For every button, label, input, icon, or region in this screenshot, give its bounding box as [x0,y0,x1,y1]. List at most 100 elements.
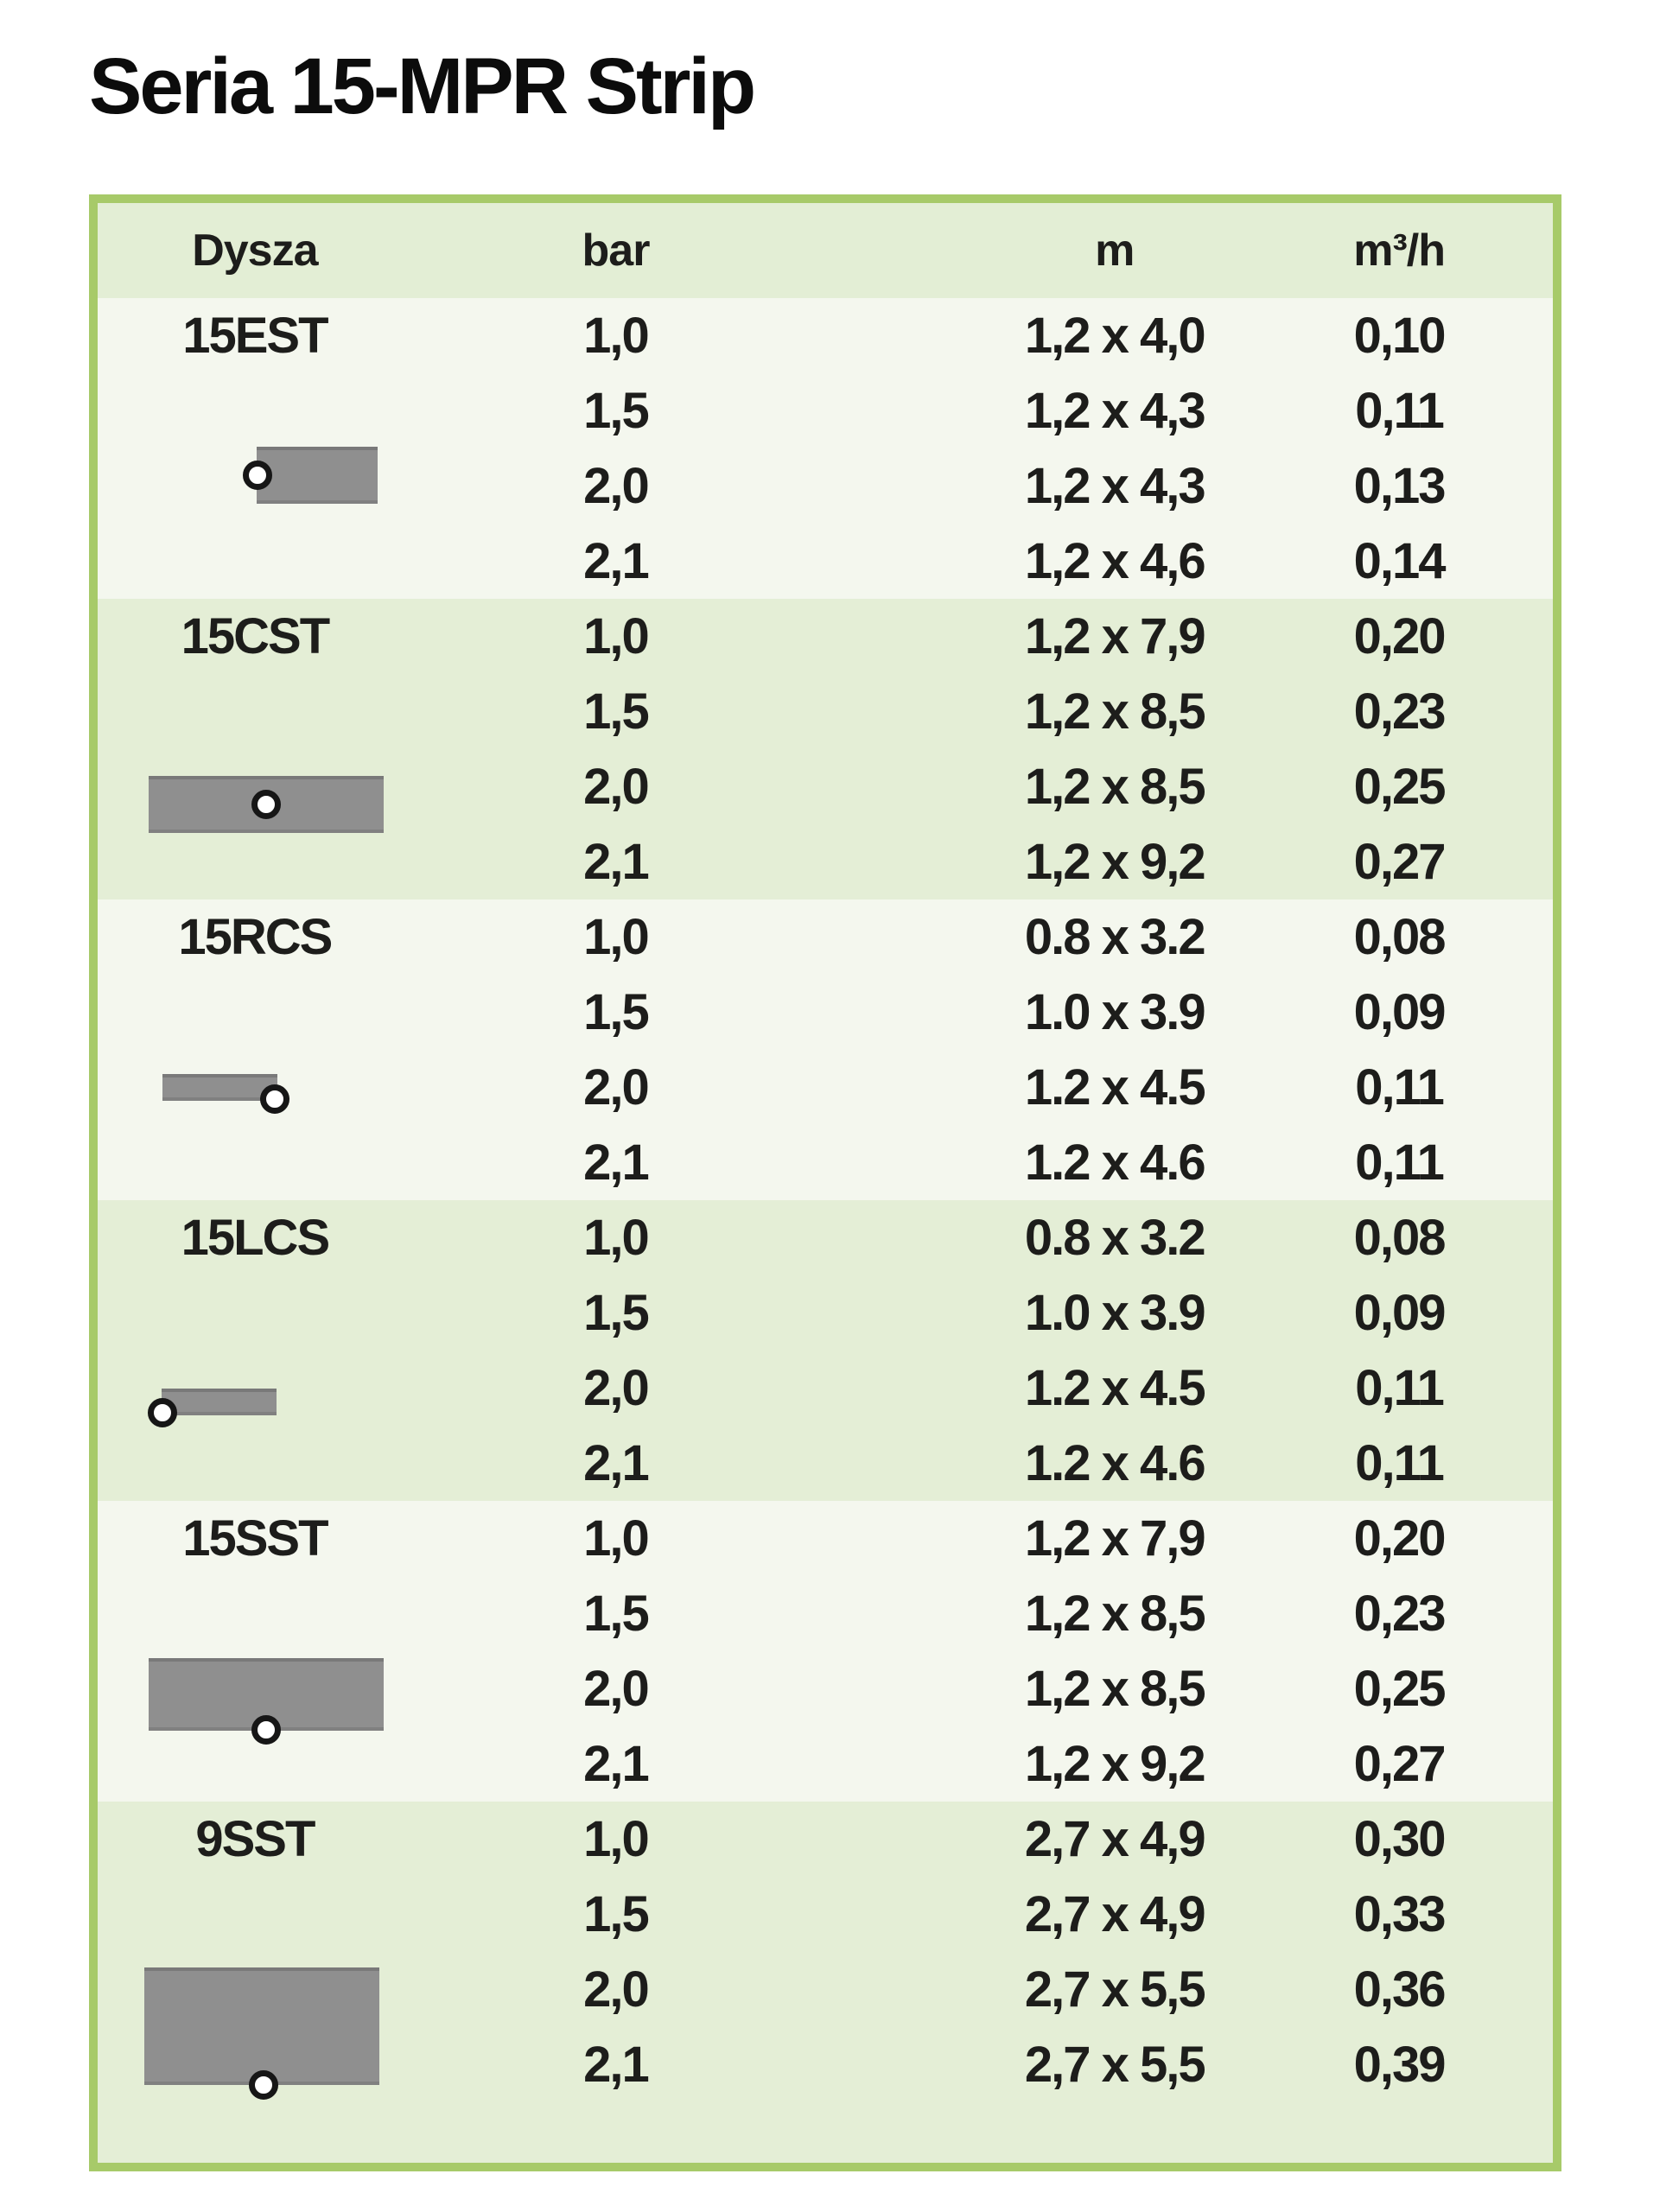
nozzle-position-dot [251,790,281,819]
nozzle-group-15est: 15EST 1,0 1,2 x 4,0 0,10 1,5 1,2 x 4,3 0… [98,298,1553,599]
flow-value: 0,11 [1355,383,1445,439]
dimensions-value: 1,2 x 9,2 [1024,1736,1206,1792]
center-strip-spray-icon [149,776,384,833]
dimensions-value: 1,2 x 7,9 [1024,1510,1206,1567]
flow-value: 0,36 [1353,1961,1447,2018]
pressure-value: 1,5 [583,683,650,740]
nozzle-position-dot [251,1715,281,1745]
column-header-flow: m³/h [1353,226,1446,276]
pressure-value: 2,1 [583,1736,650,1792]
dimensions-value: 1,2 x 8,5 [1024,759,1206,815]
nozzle-name: 15LCS [181,1210,331,1266]
nozzle-name: 9SST [195,1811,315,1867]
pressure-value: 2,0 [583,759,650,815]
nozzle-name: 15EST [182,308,328,364]
flow-value: 0,30 [1353,1811,1447,1867]
nozzle-group-15rcs: 15RCS 1,0 0.8 x 3.2 0,08 1,5 1.0 x 3.9 0… [98,899,1553,1200]
flow-value: 0,08 [1353,909,1447,965]
nozzle-performance-table: Dysza bar m m³/h 15EST 1,0 1,2 x 4,0 0,1… [89,194,1561,2171]
nozzle-name: 15CST [181,608,331,664]
spray-area-shape [257,447,378,504]
nozzle-group-9sst: 9SST 1,0 2,7 x 4,9 0,30 1,5 2,7 x 4,9 0,… [98,1802,1553,2163]
pressure-value: 2,1 [583,2037,650,2093]
pressure-value: 1,0 [583,1510,650,1567]
pressure-value: 2,0 [583,1059,650,1116]
flow-value: 0,11 [1355,1135,1445,1191]
page-title: Seria 15-MPR Strip [89,42,756,130]
spray-area-shape [144,1967,379,2085]
flow-value: 0,10 [1353,308,1447,364]
flow-value: 0,20 [1353,1510,1447,1567]
flow-value: 0,25 [1353,759,1447,815]
flow-value: 0,11 [1355,1360,1445,1416]
column-header-dimensions: m [1095,226,1135,276]
dimensions-value: 2,7 x 4,9 [1024,1886,1206,1942]
dimensions-value: 1,2 x 8,5 [1024,683,1206,740]
pressure-value: 2,1 [583,834,650,890]
flow-value: 0,11 [1355,1435,1445,1491]
dimensions-value: 1,2 x 4,6 [1024,533,1206,589]
dimensions-value: 1,2 x 8,5 [1024,1661,1206,1717]
nozzle-name: 15RCS [178,909,333,965]
pressure-value: 1,5 [583,1285,650,1341]
pressure-value: 2,0 [583,1661,650,1717]
spray-area-shape [162,1389,277,1415]
pressure-value: 2,0 [583,1360,650,1416]
nozzle-name: 15SST [182,1510,328,1567]
flow-value: 0,23 [1353,1586,1447,1642]
nozzle-position-dot [260,1084,289,1114]
flow-value: 0,33 [1353,1886,1447,1942]
nozzle-position-dot [243,461,272,490]
flow-value: 0,13 [1353,458,1447,514]
nozzle-position-dot [249,2070,278,2100]
dimensions-value: 2,7 x 4,9 [1024,1811,1206,1867]
flow-value: 0,14 [1353,533,1447,589]
pressure-value: 2,1 [583,533,650,589]
flow-value: 0,27 [1353,834,1447,890]
dimensions-value: 1.2 x 4.5 [1024,1059,1206,1116]
dimensions-value: 1,2 x 4,0 [1024,308,1206,364]
dimensions-value: 1,2 x 7,9 [1024,608,1206,664]
right-corner-strip-spray-icon [162,1074,289,1114]
pressure-value: 2,0 [583,1961,650,2018]
dimensions-value: 1.2 x 4.6 [1024,1135,1206,1191]
dimensions-value: 2,7 x 5,5 [1024,1961,1206,2018]
dimensions-value: 1,2 x 8,5 [1024,1586,1206,1642]
spray-area-shape [162,1074,277,1101]
flow-value: 0,20 [1353,608,1447,664]
flow-value: 0,09 [1353,984,1447,1040]
flow-value: 0,25 [1353,1661,1447,1717]
pressure-value: 2,1 [583,1135,650,1191]
pressure-value: 1,0 [583,1811,650,1867]
flow-value: 0,11 [1355,1059,1445,1116]
pressure-value: 1,0 [583,608,650,664]
dimensions-value: 1.0 x 3.9 [1024,984,1206,1040]
left-corner-strip-spray-icon [148,1389,277,1427]
dimensions-value: 0.8 x 3.2 [1024,1210,1206,1266]
pressure-value: 1,0 [583,308,650,364]
dimensions-value: 1,2 x 4,3 [1024,383,1206,439]
pressure-value: 1,0 [583,909,650,965]
flow-value: 0,27 [1353,1736,1447,1792]
dimensions-value: 2,7 x 5,5 [1024,2037,1206,2093]
wide-side-strip-spray-icon [144,1967,379,2100]
flow-value: 0,23 [1353,683,1447,740]
dimensions-value: 1,2 x 9,2 [1024,834,1206,890]
flow-value: 0,09 [1353,1285,1447,1341]
table-header-row: Dysza bar m m³/h [98,203,1553,298]
pressure-value: 2,1 [583,1435,650,1491]
pressure-value: 2,0 [583,458,650,514]
flow-value: 0,39 [1353,2037,1447,2093]
pressure-value: 1,5 [583,984,650,1040]
nozzle-group-15sst: 15SST 1,0 1,2 x 7,9 0,20 1,5 1,2 x 8,5 0… [98,1501,1553,1802]
flow-value: 0,08 [1353,1210,1447,1266]
pressure-value: 1,5 [583,1586,650,1642]
column-header-nozzle: Dysza [192,226,318,276]
side-strip-spray-icon [149,1658,384,1745]
nozzle-position-dot [148,1398,177,1427]
pressure-value: 1,5 [583,1886,650,1942]
dimensions-value: 1,2 x 4,3 [1024,458,1206,514]
column-header-pressure: bar [582,226,651,276]
nozzle-group-15cst: 15CST 1,0 1,2 x 7,9 0,20 1,5 1,2 x 8,5 0… [98,599,1553,899]
dimensions-value: 1.2 x 4.5 [1024,1360,1206,1416]
